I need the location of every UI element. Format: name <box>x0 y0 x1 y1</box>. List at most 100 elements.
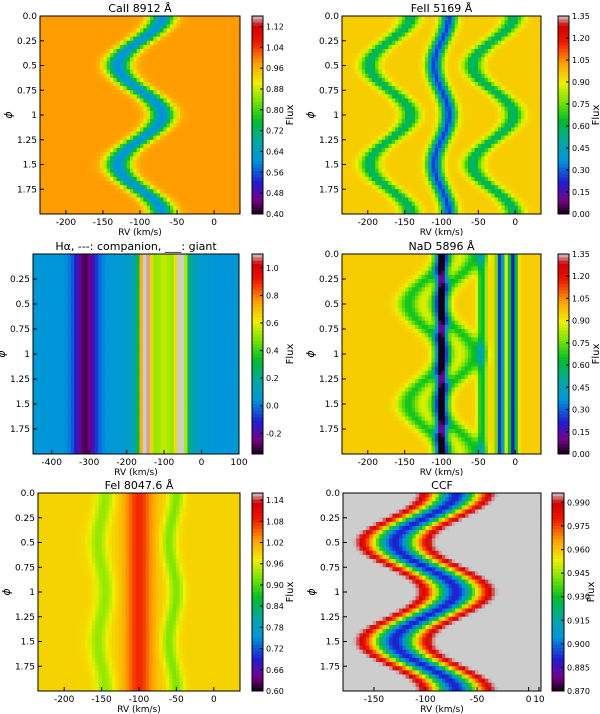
heatmap-cell <box>53 102 58 108</box>
heatmap-cell <box>504 57 509 62</box>
heatmap-cell <box>93 156 98 161</box>
heatmap-cell <box>428 127 432 132</box>
heatmap-cell <box>461 16 466 21</box>
heatmap-cell <box>90 24 94 29</box>
heatmap-cell <box>176 36 181 42</box>
heatmap-cell <box>537 20 542 25</box>
heatmap-cell <box>113 65 118 71</box>
heatmap-cell <box>123 65 128 71</box>
heatmap-cell <box>120 57 124 62</box>
heatmap-cell <box>501 110 505 116</box>
heatmap-cell <box>381 115 386 120</box>
heatmap-cell <box>203 164 208 170</box>
heatmap-cell <box>120 193 124 198</box>
heatmap-cell <box>497 28 502 33</box>
heatmap-cell <box>80 156 84 161</box>
heatmap-cell <box>474 53 479 58</box>
heatmap-cell <box>103 139 108 145</box>
heatmap-cell <box>180 131 184 137</box>
heatmap-cell <box>63 90 68 95</box>
heatmap-cell <box>130 61 134 66</box>
heatmap-cell <box>86 110 91 116</box>
heatmap-cell <box>143 160 148 165</box>
heatmap-cell <box>361 57 366 62</box>
heatmap-cell <box>90 16 94 21</box>
heatmap-cell <box>156 53 161 58</box>
heatmap-cell <box>230 189 234 194</box>
heatmap-cell <box>196 98 201 104</box>
heatmap-cell <box>146 28 151 33</box>
heatmap-cell <box>116 197 121 203</box>
heatmap-cell <box>90 49 94 54</box>
heatmap-cell <box>398 65 403 71</box>
heatmap-cell <box>46 176 51 182</box>
heatmap-cell <box>471 73 476 79</box>
heatmap-cell <box>351 20 356 25</box>
heatmap-cell <box>517 115 522 120</box>
heatmap-cell <box>93 135 98 141</box>
heatmap-cell <box>120 28 124 33</box>
heatmap-cell <box>180 148 184 153</box>
heatmap-cell <box>454 119 459 124</box>
heatmap-cell <box>342 28 346 33</box>
heatmap-cell <box>56 20 61 25</box>
heatmap-cell <box>411 44 416 50</box>
heatmap-cell <box>355 119 359 124</box>
heatmap-cell <box>398 32 403 38</box>
heatmap-cell <box>233 115 238 120</box>
heatmap-cell <box>361 16 366 21</box>
heatmap-cell <box>220 119 224 124</box>
heatmap-cell <box>398 53 403 58</box>
heatmap-cell <box>66 201 71 207</box>
heatmap-cell <box>143 44 148 50</box>
heatmap-cell <box>371 57 376 62</box>
heatmap-cell <box>378 148 383 153</box>
heatmap-cell <box>83 69 88 75</box>
heatmap-cell <box>233 164 238 170</box>
heatmap-cell <box>180 102 184 108</box>
heatmap-cell <box>106 94 111 99</box>
heatmap-cell <box>514 131 519 137</box>
colorbar-step <box>252 138 263 142</box>
heatmap-cell <box>497 115 502 120</box>
heatmap-cell <box>531 53 535 58</box>
heatmap-cell <box>428 143 432 149</box>
heatmap-cell <box>385 86 389 91</box>
heatmap-cell <box>140 115 144 120</box>
heatmap-cell <box>517 49 522 54</box>
heatmap-cell <box>206 106 211 112</box>
heatmap-cell <box>348 20 353 25</box>
heatmap-cell <box>160 189 164 194</box>
heatmap-cell <box>80 16 84 21</box>
heatmap-cell <box>358 110 363 116</box>
heatmap-cell <box>150 148 154 153</box>
heatmap-cell <box>233 197 238 203</box>
heatmap-cell <box>454 36 459 42</box>
heatmap-cell <box>110 143 114 149</box>
heatmap-cell <box>140 28 144 33</box>
heatmap-cell <box>342 106 346 112</box>
heatmap-cell <box>371 16 376 21</box>
heatmap-cell <box>203 131 208 137</box>
heatmap-cell <box>53 36 58 42</box>
heatmap-cell <box>361 82 366 87</box>
heatmap-cell <box>342 115 346 120</box>
heatmap-cell <box>130 110 134 116</box>
colorbar-step <box>252 35 263 40</box>
heatmap-cell <box>70 119 74 124</box>
heatmap-cell <box>461 86 466 91</box>
heatmap-cell <box>236 36 241 42</box>
heatmap-cell <box>63 193 68 198</box>
heatmap-cell <box>60 90 64 95</box>
heatmap-cell <box>163 115 168 120</box>
heatmap-cell <box>106 181 111 186</box>
heatmap-cell <box>438 24 442 29</box>
heatmap-cell <box>411 20 416 25</box>
heatmap-cell <box>527 90 532 95</box>
heatmap-cell <box>345 152 350 157</box>
heatmap-cell <box>186 16 191 21</box>
heatmap-cell <box>60 176 64 182</box>
heatmap-cell <box>361 110 366 116</box>
heatmap-cell <box>385 20 389 25</box>
heatmap-cell <box>358 40 363 46</box>
